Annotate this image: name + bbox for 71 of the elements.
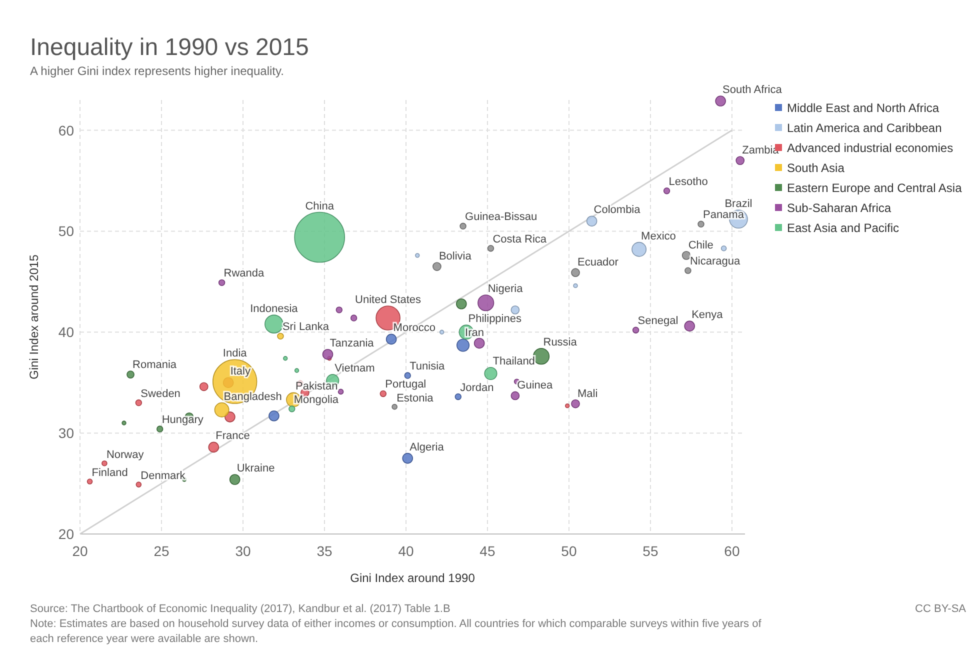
annotation: Bolivia bbox=[438, 250, 472, 263]
annotation: Hungary bbox=[162, 414, 204, 426]
annotation: Russia bbox=[543, 336, 578, 348]
annotation: Nicaragua bbox=[690, 256, 741, 268]
x-tick-label: 30 bbox=[235, 543, 251, 559]
annotation: Costa Rica bbox=[492, 233, 548, 246]
annotation: Guinea-Bissau bbox=[465, 211, 538, 224]
annotation: India bbox=[222, 348, 248, 360]
chart-title: Inequality in 1990 vs 2015 bbox=[30, 34, 309, 61]
x-tick-label: 40 bbox=[398, 543, 414, 559]
x-tick-label: 55 bbox=[642, 543, 658, 559]
annotation: Brazil bbox=[724, 198, 752, 210]
x-axis-title: Gini Index around 1990 bbox=[350, 571, 476, 585]
annotation: Pakistan bbox=[296, 380, 338, 393]
annotation: France bbox=[216, 430, 250, 442]
legend-label: Sub-Saharan Africa bbox=[787, 201, 892, 215]
x-tick-label: 20 bbox=[72, 543, 88, 559]
legend-label: East Asia and Pacific bbox=[787, 221, 900, 235]
annotation: Sweden bbox=[140, 388, 180, 400]
annotation: South Africa bbox=[722, 84, 783, 96]
text: CC BY-SA bbox=[915, 603, 967, 615]
y-tick-label: 60 bbox=[58, 122, 74, 138]
annotation: Chile bbox=[688, 239, 714, 252]
annotation: United States bbox=[355, 294, 422, 306]
y-tick-label: 20 bbox=[58, 526, 74, 542]
annotation: Indonesia bbox=[250, 303, 299, 316]
y-axis-title: Gini Index around 2015 bbox=[27, 254, 41, 380]
annotation: Ukraine bbox=[236, 462, 275, 474]
annotation: Morocco bbox=[393, 322, 436, 334]
legend-label: Latin America and Caribbean bbox=[787, 121, 942, 135]
annotation: Tanzania bbox=[330, 337, 375, 350]
y-tick-label: 50 bbox=[58, 223, 74, 240]
annotation: Thailand bbox=[492, 355, 535, 368]
annotation: Tunisia bbox=[410, 360, 446, 373]
annotation: Norway bbox=[106, 448, 144, 461]
annotation: Rwanda bbox=[224, 268, 266, 280]
annotation: Lesotho bbox=[668, 176, 708, 188]
legend-label: South Asia bbox=[787, 161, 845, 175]
annotation: Ecuador bbox=[577, 256, 619, 269]
annotation: Vietnam bbox=[334, 362, 375, 374]
annotation: Kenya bbox=[692, 309, 724, 322]
x-tick-label: 60 bbox=[724, 543, 740, 559]
annotation: Finland bbox=[92, 467, 128, 480]
annotation: Mali bbox=[577, 388, 598, 400]
annotation: Philippines bbox=[468, 313, 522, 326]
legend-label: Advanced industrial economies bbox=[787, 141, 954, 155]
legend-label: Middle East and North Africa bbox=[787, 101, 940, 115]
annotation: Italy bbox=[230, 366, 251, 378]
x-tick-label: 50 bbox=[561, 543, 577, 559]
annotation: Denmark bbox=[140, 470, 186, 482]
y-tick-label: 40 bbox=[58, 324, 74, 340]
annotation: Colombia bbox=[594, 204, 642, 216]
annotation: Romania bbox=[132, 358, 178, 371]
annotation: Senegal bbox=[638, 315, 678, 328]
annotation: Algeria bbox=[410, 441, 445, 454]
x-tick-label: 45 bbox=[480, 543, 496, 559]
text: Note: Estimates are based on household survey data of either incomes or consumption. All countries for which comparable surveys within five years of each reference year were available are shown. bbox=[30, 618, 762, 645]
annotation: Sri Lanka bbox=[282, 321, 330, 334]
annotation: Portugal bbox=[385, 378, 426, 391]
source-note: Source: The Chartbook of Economic Inequality (2017), Kandbur et al. (2017) Table 1.B bbox=[30, 603, 450, 615]
annotation: Nigeria bbox=[488, 282, 524, 295]
y-tick-label: 30 bbox=[58, 425, 74, 442]
legend-label: Eastern Europe and Central Asia bbox=[787, 181, 962, 195]
annotation: Mexico bbox=[641, 230, 676, 242]
x-tick-label: 25 bbox=[154, 543, 170, 559]
annotation: Jordan bbox=[460, 382, 494, 394]
annotation: Guinea bbox=[517, 380, 554, 392]
annotation: China bbox=[305, 200, 335, 212]
x-tick-label: 35 bbox=[316, 543, 332, 559]
chart-subtitle: A higher Gini index represents higher inequality. bbox=[30, 64, 284, 78]
annotation: Estonia bbox=[396, 392, 434, 404]
